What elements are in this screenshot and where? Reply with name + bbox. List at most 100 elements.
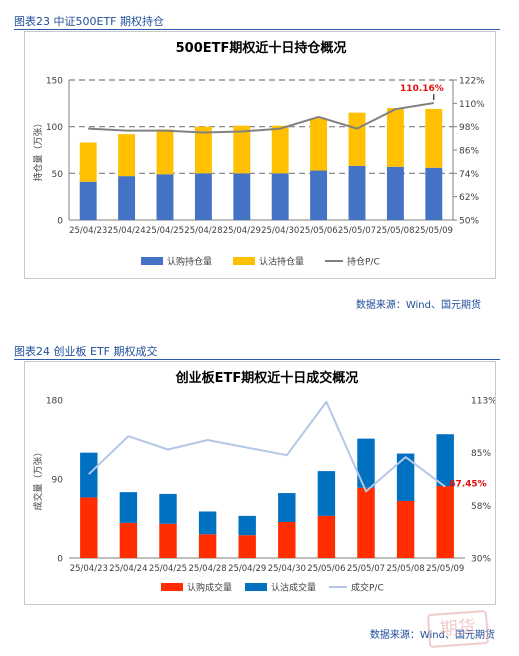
x-tick-label: 25/05/09: [426, 564, 464, 574]
x-tick-label: 25/05/07: [347, 564, 385, 574]
y2-tick-label: 110%: [459, 100, 485, 110]
x-tick-label: 25/05/06: [300, 226, 338, 236]
bar-call: [425, 167, 443, 220]
bar-call: [357, 487, 375, 558]
legend-label: 认沽成交量: [271, 582, 316, 594]
legend-swatch: [233, 257, 255, 265]
caption-rule: [14, 29, 500, 30]
chart2-panel: 创业板ETF期权近十日成交概况 0 90 180 30% 58% 85% 113% 成交量（万张…: [24, 361, 496, 605]
y2-tick-label: 122%: [459, 77, 485, 87]
bar-put: [80, 452, 98, 498]
y2-tick-label: 98%: [459, 123, 479, 133]
chart-title: 500ETF期权近十日持仓概况: [176, 40, 347, 56]
bar-put: [271, 125, 289, 174]
pc-last-value-label: 67.45%: [449, 480, 487, 490]
x-tick-label: 25/04/24: [109, 564, 147, 574]
y-tick-label: 0: [57, 217, 63, 227]
bar-put: [357, 438, 375, 488]
y-axis-label: 成交量（万张）: [32, 447, 44, 510]
figure2-caption: 图表24 创业板 ETF 期权成交: [14, 345, 158, 358]
bar-call: [194, 173, 212, 220]
bar-put: [278, 493, 296, 523]
x-tick-label: 25/05/08: [387, 564, 425, 574]
legend-label: 认购持仓量: [167, 256, 212, 268]
bar-put: [238, 515, 256, 536]
legend-label: 成交P/C: [351, 582, 384, 594]
bar-put: [233, 125, 251, 174]
bar-put: [159, 493, 177, 524]
bar-put: [317, 471, 336, 516]
y2-tick-label: 85%: [471, 449, 491, 459]
bar-call: [386, 166, 404, 220]
bar-put: [386, 108, 404, 167]
x-tick-label: 25/05/07: [338, 226, 376, 236]
bar-call: [238, 535, 256, 558]
legend-label: 认购成交量: [187, 582, 232, 594]
x-tick-label: 25/05/08: [376, 226, 414, 236]
bar-call: [119, 522, 138, 558]
bar-call: [310, 170, 328, 220]
x-tick-label: 25/04/29: [228, 564, 266, 574]
bar-call: [156, 174, 174, 220]
legend-swatch: [161, 583, 183, 591]
x-tick-label: 25/04/23: [69, 226, 107, 236]
bar-put: [348, 112, 366, 166]
y-tick-label: 180: [46, 397, 63, 407]
chart-title: 创业板ETF期权近十日成交概况: [175, 370, 359, 386]
y-axis-label: 持仓量（万张）: [32, 118, 44, 181]
bar-call: [271, 173, 289, 220]
x-tick-label: 25/04/29: [223, 226, 261, 236]
bar-put: [79, 142, 97, 182]
pc-ratio-line: [88, 400, 446, 493]
chart1-panel: 500ETF期权近十日持仓概况 0 50 100 150 50% 62% 74% 86% 98% 1…: [24, 31, 496, 279]
x-tick-label: 25/04/23: [70, 564, 108, 574]
bar-put: [194, 126, 212, 174]
y2-tick-label: 86%: [459, 147, 479, 157]
y2-tick-label: 50%: [459, 217, 479, 227]
x-tick-label: 25/04/30: [261, 226, 299, 236]
legend-swatch: [141, 257, 163, 265]
x-tick-label: 25/04/24: [108, 226, 146, 236]
x-tick-label: 25/04/28: [184, 226, 222, 236]
bar-put: [118, 134, 136, 177]
bar-call: [278, 522, 296, 558]
legend-swatch: [245, 583, 267, 591]
bar-put: [198, 511, 217, 535]
bar-call: [79, 181, 97, 220]
bar-put: [119, 492, 138, 523]
figure1-source: 数据来源：Wind、国元期货: [355, 300, 481, 311]
pc-last-value-label: 110.16%: [400, 84, 444, 94]
x-tick-label: 25/04/25: [146, 226, 184, 236]
y2-tick-label: 113%: [471, 397, 495, 407]
figure1-caption: 图表23 中证500ETF 期权持仓: [14, 15, 164, 28]
x-tick-label: 25/04/30: [268, 564, 306, 574]
bar-call: [348, 165, 366, 220]
bar-put: [436, 434, 454, 487]
bar-call: [118, 176, 136, 220]
x-tick-label: 25/05/09: [415, 226, 453, 236]
y-tick-label: 150: [46, 77, 63, 87]
bar-call: [436, 486, 454, 558]
y-tick-label: 50: [52, 170, 64, 180]
watermark-stamp: 期货: [426, 609, 490, 649]
caption-rule: [14, 359, 500, 360]
bar-put: [396, 453, 415, 501]
x-tick-label: 25/04/25: [149, 564, 187, 574]
legend-label: 认沽持仓量: [259, 256, 304, 268]
legend-label: 持仓P/C: [347, 256, 380, 268]
bar-put: [156, 129, 174, 175]
bar-call: [396, 500, 415, 558]
pc-ratio-line: [88, 102, 434, 134]
x-tick-label: 25/04/28: [189, 564, 227, 574]
bar-call: [80, 497, 98, 558]
y2-tick-label: 74%: [459, 170, 479, 180]
bar-call: [233, 173, 251, 220]
bar-call: [198, 534, 217, 558]
y2-tick-label: 62%: [459, 193, 479, 203]
figure2-source: 数据来源：Wind、国元期货: [369, 630, 495, 641]
bar-put: [425, 108, 443, 168]
bar-call: [159, 523, 177, 558]
y-tick-label: 0: [57, 555, 63, 565]
y-tick-label: 100: [46, 123, 63, 133]
y2-tick-label: 30%: [471, 555, 491, 565]
